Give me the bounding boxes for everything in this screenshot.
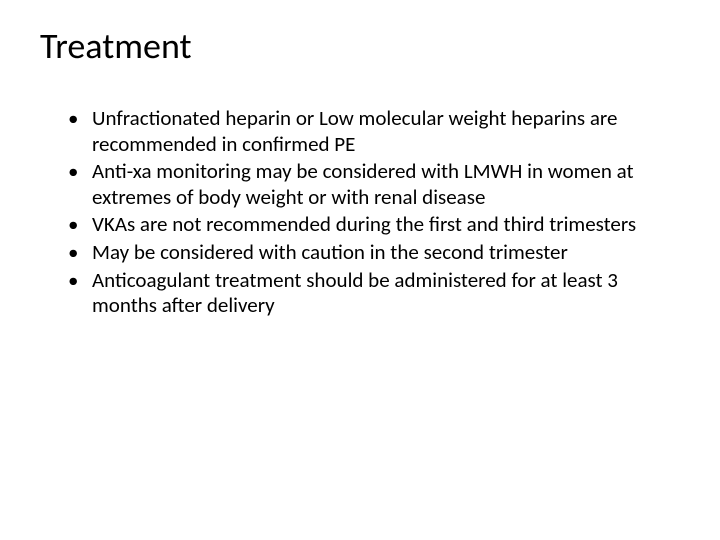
- list-item: May be considered with caution in the se…: [68, 240, 680, 266]
- bullet-list: Unfractionated heparin or Low molecular …: [40, 106, 680, 319]
- slide-container: Treatment Unfractionated heparin or Low …: [0, 0, 720, 540]
- list-item: Anticoagulant treatment should be admini…: [68, 268, 680, 319]
- list-item: Unfractionated heparin or Low molecular …: [68, 106, 680, 157]
- list-item: VKAs are not recommended during the firs…: [68, 212, 680, 238]
- slide-title: Treatment: [40, 24, 680, 68]
- list-item: Anti-xa monitoring may be considered wit…: [68, 159, 680, 210]
